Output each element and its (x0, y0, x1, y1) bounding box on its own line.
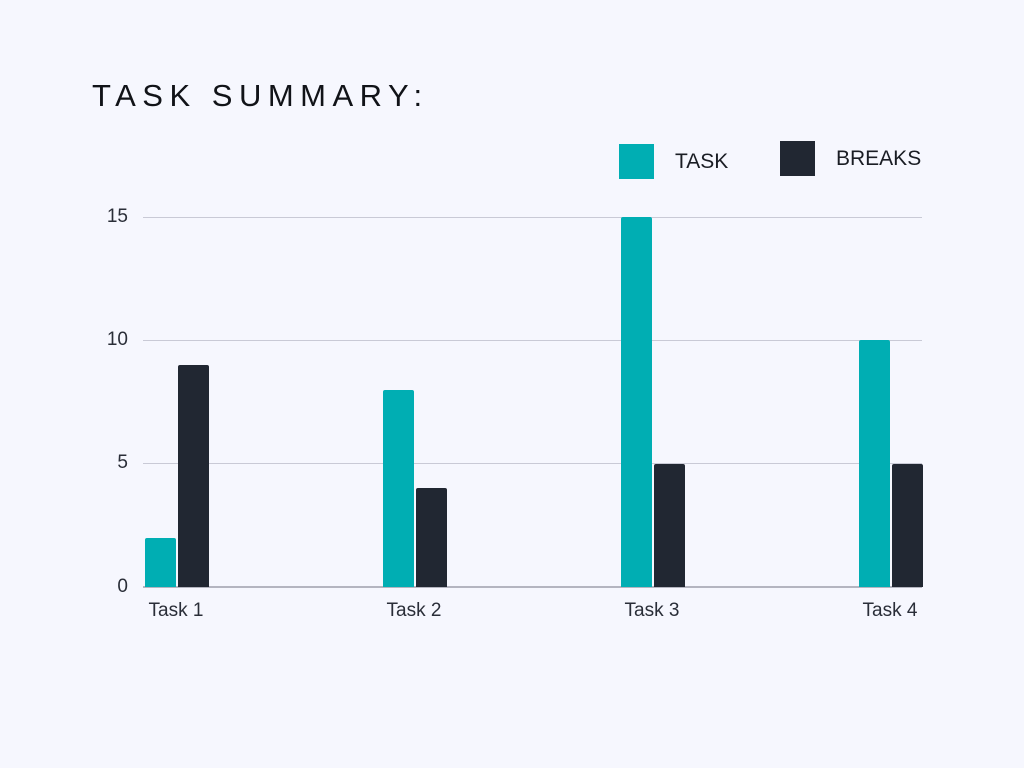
legend-swatch-task-icon (619, 144, 654, 179)
bar-breaks-task-2 (416, 488, 447, 587)
y-tick-5: 5 (117, 452, 128, 473)
bar-task-task-3 (621, 217, 652, 587)
chart-title: TASK SUMMARY: (92, 78, 429, 113)
x-tick-task-1: Task 1 (148, 600, 204, 621)
x-tick-task-2: Task 2 (386, 600, 442, 621)
gridline-5 (143, 463, 922, 464)
bar-breaks-task-3 (654, 463, 685, 587)
legend-item-breaks: BREAKS (780, 141, 921, 176)
gridline-10 (143, 340, 922, 341)
x-tick-task-4: Task 4 (862, 600, 918, 621)
bar-breaks-task-1 (178, 365, 209, 587)
bar-task-task-2 (383, 389, 414, 587)
bar-task-task-4 (859, 340, 890, 587)
bar-breaks-task-4 (892, 463, 923, 587)
x-axis-line (143, 586, 922, 588)
bar-task-task-1 (145, 537, 176, 587)
y-tick-10: 10 (106, 329, 128, 350)
legend-label-breaks: BREAKS (836, 146, 922, 170)
y-tick-15: 15 (106, 206, 128, 227)
legend-item-task: TASK (619, 144, 728, 179)
gridline-15 (143, 217, 922, 218)
x-tick-task-3: Task 3 (624, 600, 680, 621)
legend-swatch-breaks-icon (780, 141, 815, 176)
legend-label-task: TASK (675, 149, 729, 173)
y-tick-0: 0 (117, 576, 128, 597)
